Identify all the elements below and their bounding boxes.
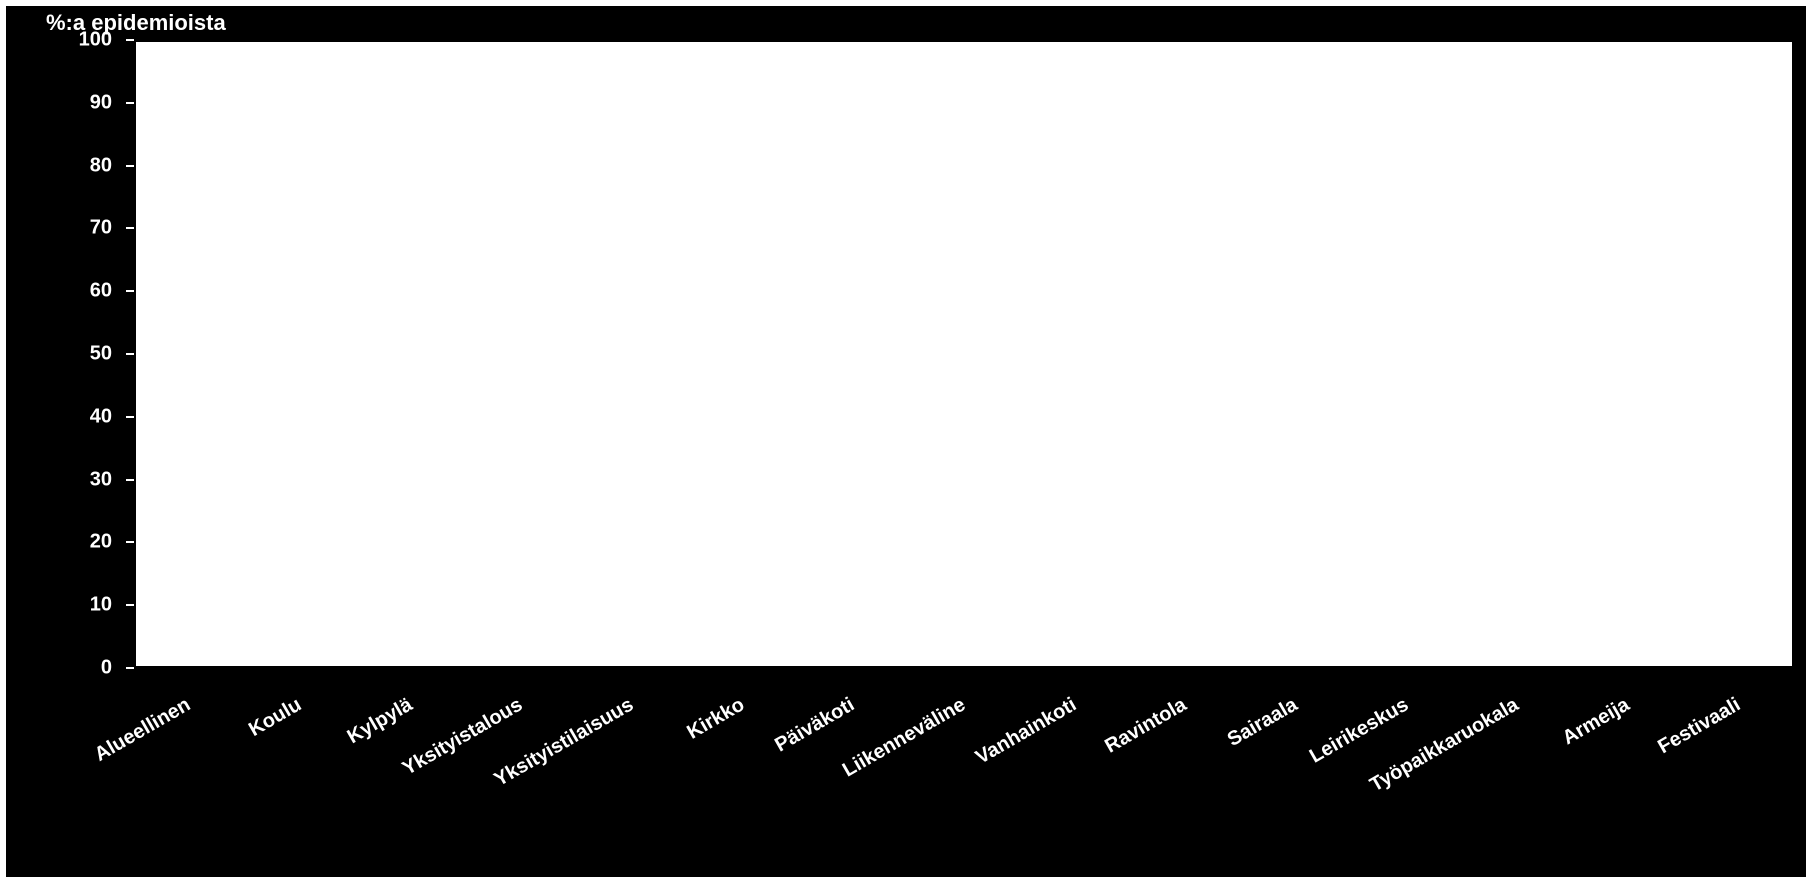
y-tick-label: 90 [6,91,112,114]
y-tick-label: 60 [6,280,112,303]
y-tick-mark [126,353,134,355]
y-tick-label: 80 [6,154,112,177]
y-tick-mark [126,604,134,606]
y-tick-mark [126,102,134,104]
chart-container: %:a epidemioista 0102030405060708090100 … [0,0,1812,883]
y-tick-label: 50 [6,343,112,366]
y-tick-label: 70 [6,217,112,240]
y-tick-mark [126,541,134,543]
y-tick-label: 0 [6,657,112,680]
y-tick-mark [126,290,134,292]
y-tick-mark [126,165,134,167]
y-tick-mark [126,667,134,669]
y-tick-label: 10 [6,594,112,617]
y-tick-label: 40 [6,405,112,428]
y-tick-mark [126,39,134,41]
plot-area [134,40,1794,668]
y-tick-label: 100 [6,29,112,52]
y-tick-mark [126,227,134,229]
y-tick-label: 30 [6,468,112,491]
y-tick-label: 20 [6,531,112,554]
y-tick-mark [126,479,134,481]
y-tick-mark [126,416,134,418]
